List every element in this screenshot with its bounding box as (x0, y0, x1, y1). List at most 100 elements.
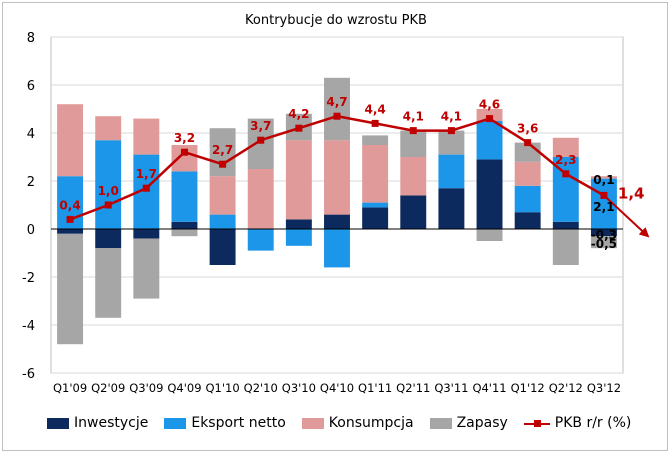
bar-zapasy (209, 128, 236, 177)
x-tick-label: Q2'09 (91, 381, 125, 395)
bar-konsumpcja (324, 140, 350, 215)
bar-konsumpcja (57, 104, 84, 177)
x-tick-label: Q2'11 (396, 381, 430, 395)
legend: Inwestycje Eksport netto Konsumpcja Zapasy P… (47, 415, 647, 431)
bar-konsumpcja (133, 118, 160, 155)
legend-label: Inwestycje (74, 415, 149, 431)
bar-eksport-netto (285, 229, 312, 246)
bar-konsumpcja (285, 140, 312, 220)
bar-eksport-netto (514, 185, 541, 213)
legend-swatch (429, 417, 452, 429)
bar-zapasy (95, 248, 122, 318)
y-tick-label: -4 (22, 319, 35, 334)
y-tick-label: 0 (27, 223, 35, 238)
bar-konsumpcja (209, 176, 236, 215)
gdp-point (180, 148, 188, 156)
gdp-data-label: 1,4 (618, 184, 645, 202)
x-tick-label: Q2'10 (244, 381, 278, 395)
bar-inwestycje (552, 221, 579, 229)
legend-label: PKB r/r (%) (554, 415, 632, 431)
y-tick-label: 8 (27, 31, 35, 46)
x-tick-label: Q1'09 (53, 381, 87, 395)
chart-plot: -6 -4 -2 0 2 4 6 8 Q1'09 Q2'09 Q3'09 Q4'09 Q1'10 Q2'1… (22, 31, 650, 395)
gdp-data-label: 0,4 (59, 198, 80, 212)
x-tick-label: Q1'10 (206, 381, 240, 395)
bar-eksport-netto (324, 229, 350, 268)
legend-label: Konsumpcja (328, 415, 414, 431)
x-tick-label: Q4'11 (472, 381, 506, 395)
y-tick-label: 2 (27, 175, 35, 190)
x-tick-label: Q2'12 (549, 381, 583, 395)
bar-eksport-netto (476, 121, 503, 160)
legend-swatch (164, 417, 187, 429)
gdp-point (257, 136, 265, 144)
bar-zapasy (590, 236, 617, 249)
gdp-data-label: 2,7 (212, 143, 233, 157)
bar-inwestycje (324, 214, 350, 229)
legend-item: Inwestycje (47, 415, 148, 431)
bar-konsumpcja (362, 145, 389, 203)
x-tick-label: Q3'11 (434, 381, 468, 395)
gdp-data-label: 4,6 (479, 98, 500, 112)
bar-zapasy (438, 130, 465, 155)
bar-zapasy (324, 77, 350, 141)
gdp-point (524, 139, 532, 147)
bar-inwestycje (476, 159, 503, 229)
gdp-data-label: 1,7 (136, 167, 157, 181)
legend-item: PKB r/r (%) (523, 415, 632, 431)
x-tick-label: Q4'10 (320, 381, 354, 395)
bar-eksport-netto (438, 154, 465, 189)
bar-konsumpcja (476, 109, 503, 121)
y-tick-label: -2 (22, 271, 35, 286)
y-tick-label: 4 (27, 127, 35, 142)
bar-konsumpcja (590, 176, 617, 179)
bar-konsumpcja (514, 161, 541, 186)
gdp-point (409, 127, 417, 135)
gdp-point (371, 119, 379, 127)
gdp-data-label: 4,1 (441, 110, 462, 124)
bar-konsumpcja (95, 116, 122, 141)
bar-zapasy (476, 229, 503, 241)
gdp-data-label: 2,3 (555, 153, 576, 167)
x-tick-label: Q3'10 (282, 381, 316, 395)
x-tick-label: Q3'12 (587, 381, 621, 395)
bar-eksport-netto (362, 202, 389, 208)
gdp-data-label: 4,7 (326, 95, 347, 109)
bar-konsumpcja (247, 169, 274, 229)
bar-zapasy (362, 135, 389, 145)
bar-inwestycje (95, 229, 122, 249)
x-tick-label: Q4'09 (167, 381, 201, 395)
bar-zapasy (57, 233, 84, 345)
component-annotation: -0,3 (591, 228, 617, 242)
legend-item: Konsumpcja (301, 415, 414, 431)
legend-label: Eksport netto (191, 415, 286, 431)
bar-eksport-netto (247, 229, 274, 251)
bar-inwestycje (171, 221, 198, 229)
gdp-data-label: 4,4 (365, 102, 386, 116)
gdp-arrow (603, 194, 650, 238)
bar-inwestycje (57, 229, 84, 234)
gdp-point (66, 215, 74, 223)
gdp-data-label: 3,2 (174, 131, 195, 145)
bar-inwestycje (514, 212, 541, 229)
gdp-point (600, 191, 608, 199)
gdp-point (486, 115, 494, 123)
y-tick-label: -6 (22, 367, 35, 382)
bar-inwestycje (285, 219, 312, 229)
bar-inwestycje (362, 207, 389, 229)
bar-inwestycje (209, 229, 236, 265)
component-annotation: 0,1 (593, 173, 614, 187)
bar-inwestycje (590, 229, 617, 237)
gdp-point (142, 184, 150, 192)
gdp-data-label: 1,0 (98, 184, 119, 198)
legend-swatch (47, 417, 69, 429)
gdp-data-label: 4,1 (403, 110, 424, 124)
gdp-point (447, 127, 455, 135)
gdp-data-label: 3,6 (517, 122, 538, 136)
component-annotation: 2,1 (593, 200, 614, 214)
bar-inwestycje (438, 188, 465, 229)
gdp-point (104, 201, 112, 209)
x-tick-label: Q3'09 (129, 381, 163, 395)
bar-zapasy (171, 229, 198, 237)
